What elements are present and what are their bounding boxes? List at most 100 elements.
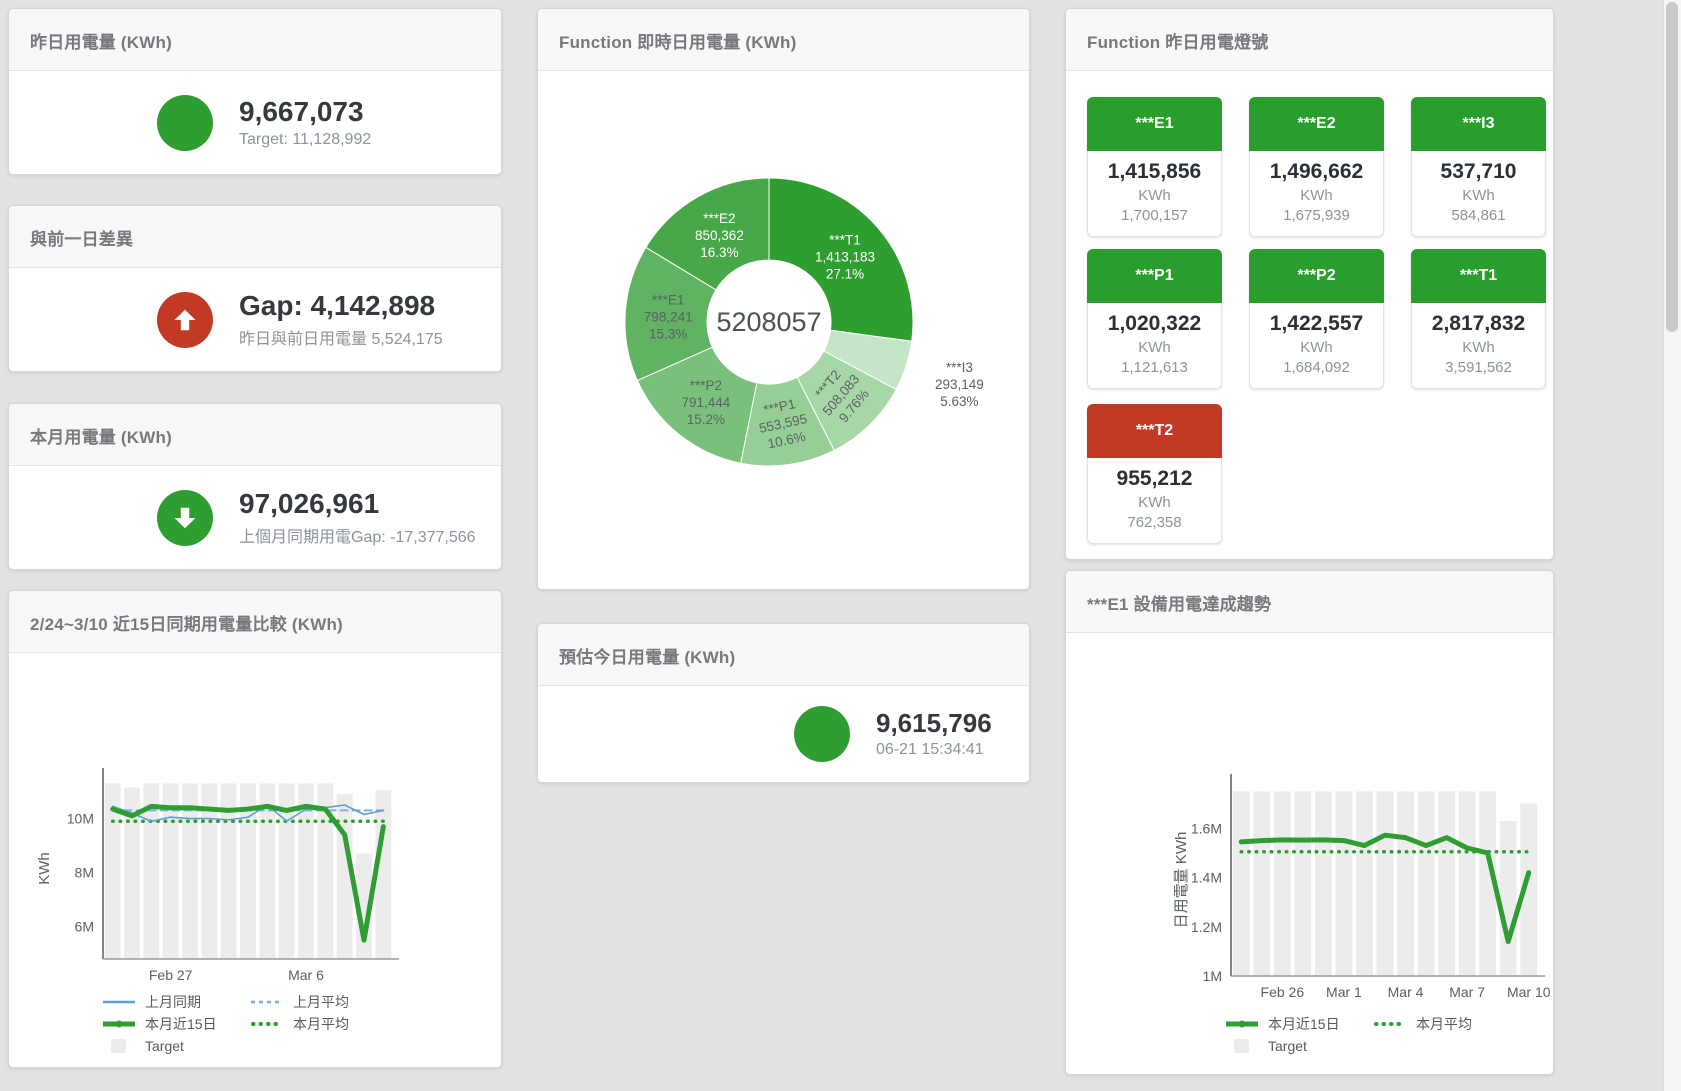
arrow-down-icon: [157, 489, 213, 546]
card-title: Function 即時日用電量 (KWh): [538, 9, 1029, 71]
light-tile-e2: ***E2 1,496,662 KWh 1,675,939: [1249, 97, 1384, 237]
legend-item-4[interactable]: Target: [101, 1035, 249, 1057]
stat-value: 9,615,796: [876, 707, 992, 738]
legend-item-3[interactable]: 本月平均: [249, 1013, 397, 1035]
svg-text:Feb 27: Feb 27: [149, 967, 193, 983]
legend-item-1[interactable]: 上月平均: [249, 991, 397, 1013]
stat-subtitle: 06-21 15:34:41: [876, 741, 984, 759]
legend-label: 本月近15日: [1268, 1016, 1340, 1032]
legend-item-1[interactable]: 本月平均: [1372, 1013, 1520, 1035]
card-month-usage: 本月用電量 (KWh) 97,026,961 上個月同期用電Gap: -17,3…: [8, 403, 502, 570]
tile-value: 2,817,832: [1431, 312, 1526, 335]
svg-text:Mar 6: Mar 6: [288, 967, 324, 983]
tile-target: 1,684,092: [1283, 359, 1350, 376]
legend-item-0[interactable]: 上月同期: [101, 991, 249, 1013]
svg-text:日用電量 KWh: 日用電量 KWh: [1173, 832, 1190, 929]
svg-text:Mar 1: Mar 1: [1326, 984, 1362, 1000]
svg-text:5208057: 5208057: [716, 307, 821, 337]
svg-text:1M: 1M: [1203, 968, 1222, 984]
tile-value: 1,496,662: [1269, 160, 1364, 183]
svg-text:Mar 4: Mar 4: [1388, 984, 1424, 1000]
svg-text:1.2M: 1.2M: [1191, 919, 1222, 935]
card-title: 昨日用電量 (KWh): [9, 9, 501, 71]
arrow-up-icon: [157, 291, 213, 348]
legend-label: Target: [1268, 1038, 1307, 1054]
legend-item-0[interactable]: 本月近15日: [1224, 1013, 1372, 1035]
tile-target: 1,675,939: [1283, 207, 1350, 224]
light-tile-i3: ***I3 537,710 KWh 584,861: [1411, 97, 1546, 237]
card-title: 本月用電量 (KWh): [9, 404, 501, 466]
chart-legend: 上月同期 上月平均本月近15日 本月平均 Target: [101, 991, 413, 1057]
realtime-usage-donut-chart[interactable]: ***T1 1,413,183 27.1%***I3 293,149 5.63%***T…: [538, 9, 1031, 591]
tile-value: 537,710: [1440, 160, 1517, 183]
light-tile-t2: ***T2 955,212 KWh 762,358: [1087, 404, 1222, 544]
legend-label: 上月平均: [293, 994, 349, 1010]
tile-value: 955,212: [1116, 467, 1193, 490]
tile-target: 762,358: [1127, 514, 1182, 531]
card-yesterday-lights: Function 昨日用電燈號 ***E1 1,415,856 KWh 1,70…: [1065, 8, 1554, 560]
light-tiles-grid: ***E1 1,415,856 KWh 1,700,157 ***E2 1,49…: [1066, 71, 1553, 559]
svg-text:10M: 10M: [67, 811, 94, 827]
status-circle-icon: [157, 94, 213, 151]
tile-header: ***I3: [1411, 97, 1546, 151]
tile-unit: KWh: [1138, 339, 1171, 356]
light-tile-p2: ***P2 1,422,557 KWh 1,684,092: [1249, 249, 1384, 389]
svg-text:6M: 6M: [75, 919, 94, 935]
card-yesterday-usage: 昨日用電量 (KWh) 9,667,073 Target: 11,128,992: [8, 8, 502, 175]
tile-unit: KWh: [1138, 187, 1171, 204]
card-15day-compare: 2/24~3/10 近15日同期用電量比較 (KWh) 6M 8M 10M Feb 2…: [8, 590, 502, 1068]
legend-item-2[interactable]: Target: [1224, 1035, 1372, 1057]
tile-header: ***P2: [1249, 249, 1384, 303]
legend-label: 本月平均: [293, 1016, 349, 1032]
light-tile-p1: ***P1 1,020,322 KWh 1,121,613: [1087, 249, 1222, 389]
light-tile-t1: ***T1 2,817,832 KWh 3,591,562: [1411, 249, 1546, 389]
tile-target: 584,861: [1451, 207, 1506, 224]
legend-item-2[interactable]: 本月近15日: [101, 1013, 249, 1035]
tile-header: ***E1: [1087, 97, 1222, 151]
svg-text:1.6M: 1.6M: [1191, 820, 1222, 836]
tile-unit: KWh: [1462, 339, 1495, 356]
tile-target: 1,121,613: [1121, 359, 1188, 376]
card-estimate-today: 預估今日用電量 (KWh) 9,615,796 06-21 15:34:41: [537, 623, 1030, 783]
svg-text:Mar 10: Mar 10: [1507, 984, 1551, 1000]
stat-value: 97,026,961: [239, 487, 380, 519]
tile-target: 3,591,562: [1445, 359, 1512, 376]
card-title: 預估今日用電量 (KWh): [538, 624, 1029, 686]
card-title: 與前一日差異: [9, 206, 501, 268]
svg-text:1.4M: 1.4M: [1191, 870, 1222, 886]
usage-compare-chart[interactable]: 6M 8M 10M Feb 27 Mar 6 KWh: [9, 591, 503, 1069]
stat-subtitle: Target: 11,128,992: [239, 131, 372, 149]
tile-value: 1,415,856: [1107, 160, 1202, 183]
card-e1-trend: ***E1 設備用電達成趨勢 1M 1.2M 1.4M 1.6M Feb 26 Mar 1…: [1065, 570, 1554, 1075]
status-circle-icon: [794, 706, 850, 762]
card-diff-prev-day: 與前一日差異 Gap: 4,142,898 昨日與前日用電量 5,524,175: [8, 205, 502, 372]
legend-label: 本月平均: [1416, 1016, 1472, 1032]
tile-value: 1,020,322: [1107, 312, 1202, 335]
legend-label: 上月同期: [145, 994, 201, 1010]
stat-subtitle: 昨日與前日用電量 5,524,175: [239, 331, 443, 349]
page-scrollbar[interactable]: [1663, 0, 1681, 1091]
tile-unit: KWh: [1138, 494, 1171, 511]
tile-unit: KWh: [1300, 339, 1333, 356]
card-title: ***E1 設備用電達成趨勢: [1066, 571, 1553, 633]
chart-legend: 本月近15日 本月平均 Target: [1224, 1013, 1536, 1057]
stat-value: Gap: 4,142,898: [239, 289, 436, 321]
tile-target: 1,700,157: [1121, 207, 1188, 224]
svg-text:8M: 8M: [75, 865, 94, 881]
card-realtime-daily-usage: Function 即時日用電量 (KWh) ***T1 1,413,183 27.1…: [537, 8, 1030, 590]
tile-unit: KWh: [1462, 187, 1495, 204]
e1-trend-chart[interactable]: 1M 1.2M 1.4M 1.6M Feb 26 Mar 1 Mar 4 Mar 7 Mar 1…: [1066, 571, 1555, 1076]
svg-text:KWh: KWh: [36, 852, 53, 885]
tile-header: ***T2: [1087, 404, 1222, 458]
scrollbar-thumb[interactable]: [1666, 2, 1678, 332]
stat-value: 9,667,073: [239, 95, 364, 127]
legend-label: Target: [145, 1038, 184, 1054]
light-tile-e1: ***E1 1,415,856 KWh 1,700,157: [1087, 97, 1222, 237]
svg-text:Feb 26: Feb 26: [1261, 984, 1305, 1000]
